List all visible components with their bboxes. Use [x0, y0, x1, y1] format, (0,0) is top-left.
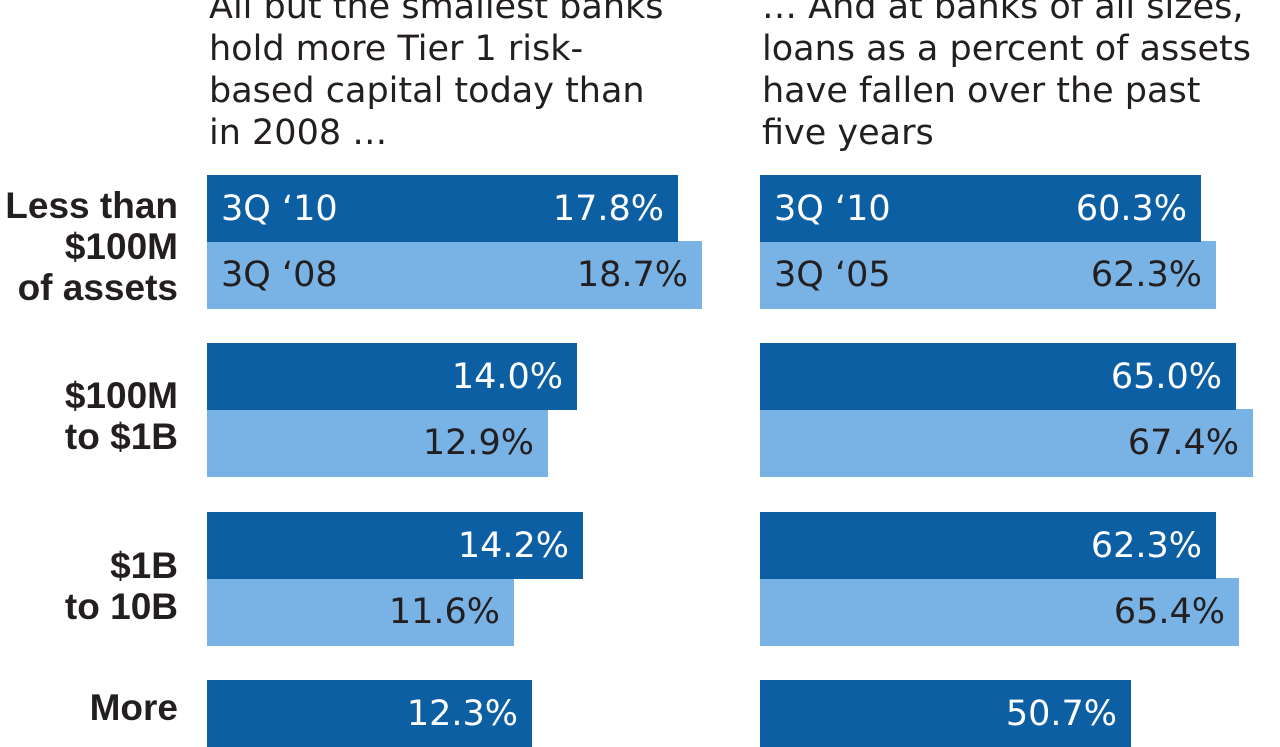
category-label-line: of assets [17, 267, 178, 308]
category-label-100m-to-1b: $100M to $1B [65, 375, 178, 457]
category-label-line: $1B [110, 545, 178, 586]
category-label-line: $100M [64, 375, 178, 416]
bar-value-label: 18.7% [576, 255, 688, 295]
bar-value-label: 14.0% [451, 356, 563, 397]
loans-to-assets-bar-current: 65.0% [760, 343, 1236, 410]
bar-value-label: 14.2% [457, 525, 569, 566]
bar-value-label: 60.3% [1075, 188, 1187, 229]
tier1-capital-bar-prior: 12.9% [207, 409, 548, 477]
series-period-label: 3Q ‘10 [774, 188, 891, 229]
bar-value-label: 67.4% [1127, 423, 1239, 463]
series-period-label: 3Q ‘05 [774, 255, 891, 295]
category-label-more: More [90, 687, 178, 728]
loans-to-assets-bar-current: 50.7% [760, 680, 1131, 747]
loans-to-assets-bar-current: 62.3% [760, 512, 1216, 579]
tier1-capital-bar-current: 3Q ‘10 17.8% [207, 175, 678, 242]
tier1-capital-bar-prior: 11.6% [207, 578, 514, 646]
left-panel-heading: All but the smallest banks hold more Tie… [209, 0, 664, 153]
bar-value-label: 12.3% [406, 693, 518, 734]
bar-value-label: 11.6% [388, 592, 500, 632]
bar-value-label: 50.7% [1005, 693, 1117, 734]
bar-value-label: 62.3% [1090, 255, 1202, 295]
bar-value-label: 65.4% [1113, 592, 1225, 632]
loans-to-assets-bar-current: 3Q ‘10 60.3% [760, 175, 1201, 242]
bar-value-label: 17.8% [552, 188, 664, 229]
bar-value-label: 62.3% [1090, 525, 1202, 566]
category-label-line: Less than [5, 185, 178, 226]
series-period-label: 3Q ‘08 [221, 255, 338, 295]
tier1-capital-bar-prior: 3Q ‘08 18.7% [207, 241, 702, 309]
tier1-capital-bar-current: 14.2% [207, 512, 583, 579]
category-label-line: to $1B [64, 416, 178, 457]
loans-to-assets-bar-prior: 3Q ‘05 62.3% [760, 241, 1216, 309]
bar-value-label: 65.0% [1110, 356, 1222, 397]
category-label-1b-to-10b: $1B to 10B [65, 545, 178, 627]
tier1-capital-bar-current: 14.0% [207, 343, 577, 410]
series-period-label: 3Q ‘10 [221, 188, 338, 229]
category-label-line: $100M [64, 226, 178, 267]
category-label-line: to 10B [64, 586, 178, 627]
category-label-line: More [89, 687, 178, 728]
tier1-capital-bar-current: 12.3% [207, 680, 532, 747]
bar-value-label: 12.9% [422, 423, 534, 463]
right-panel-heading: … And at banks of all sizes, loans as a … [762, 0, 1251, 153]
category-label-less-than-100m: Less than $100M of assets [5, 185, 178, 308]
loans-to-assets-bar-prior: 67.4% [760, 409, 1253, 477]
loans-to-assets-bar-prior: 65.4% [760, 578, 1239, 646]
